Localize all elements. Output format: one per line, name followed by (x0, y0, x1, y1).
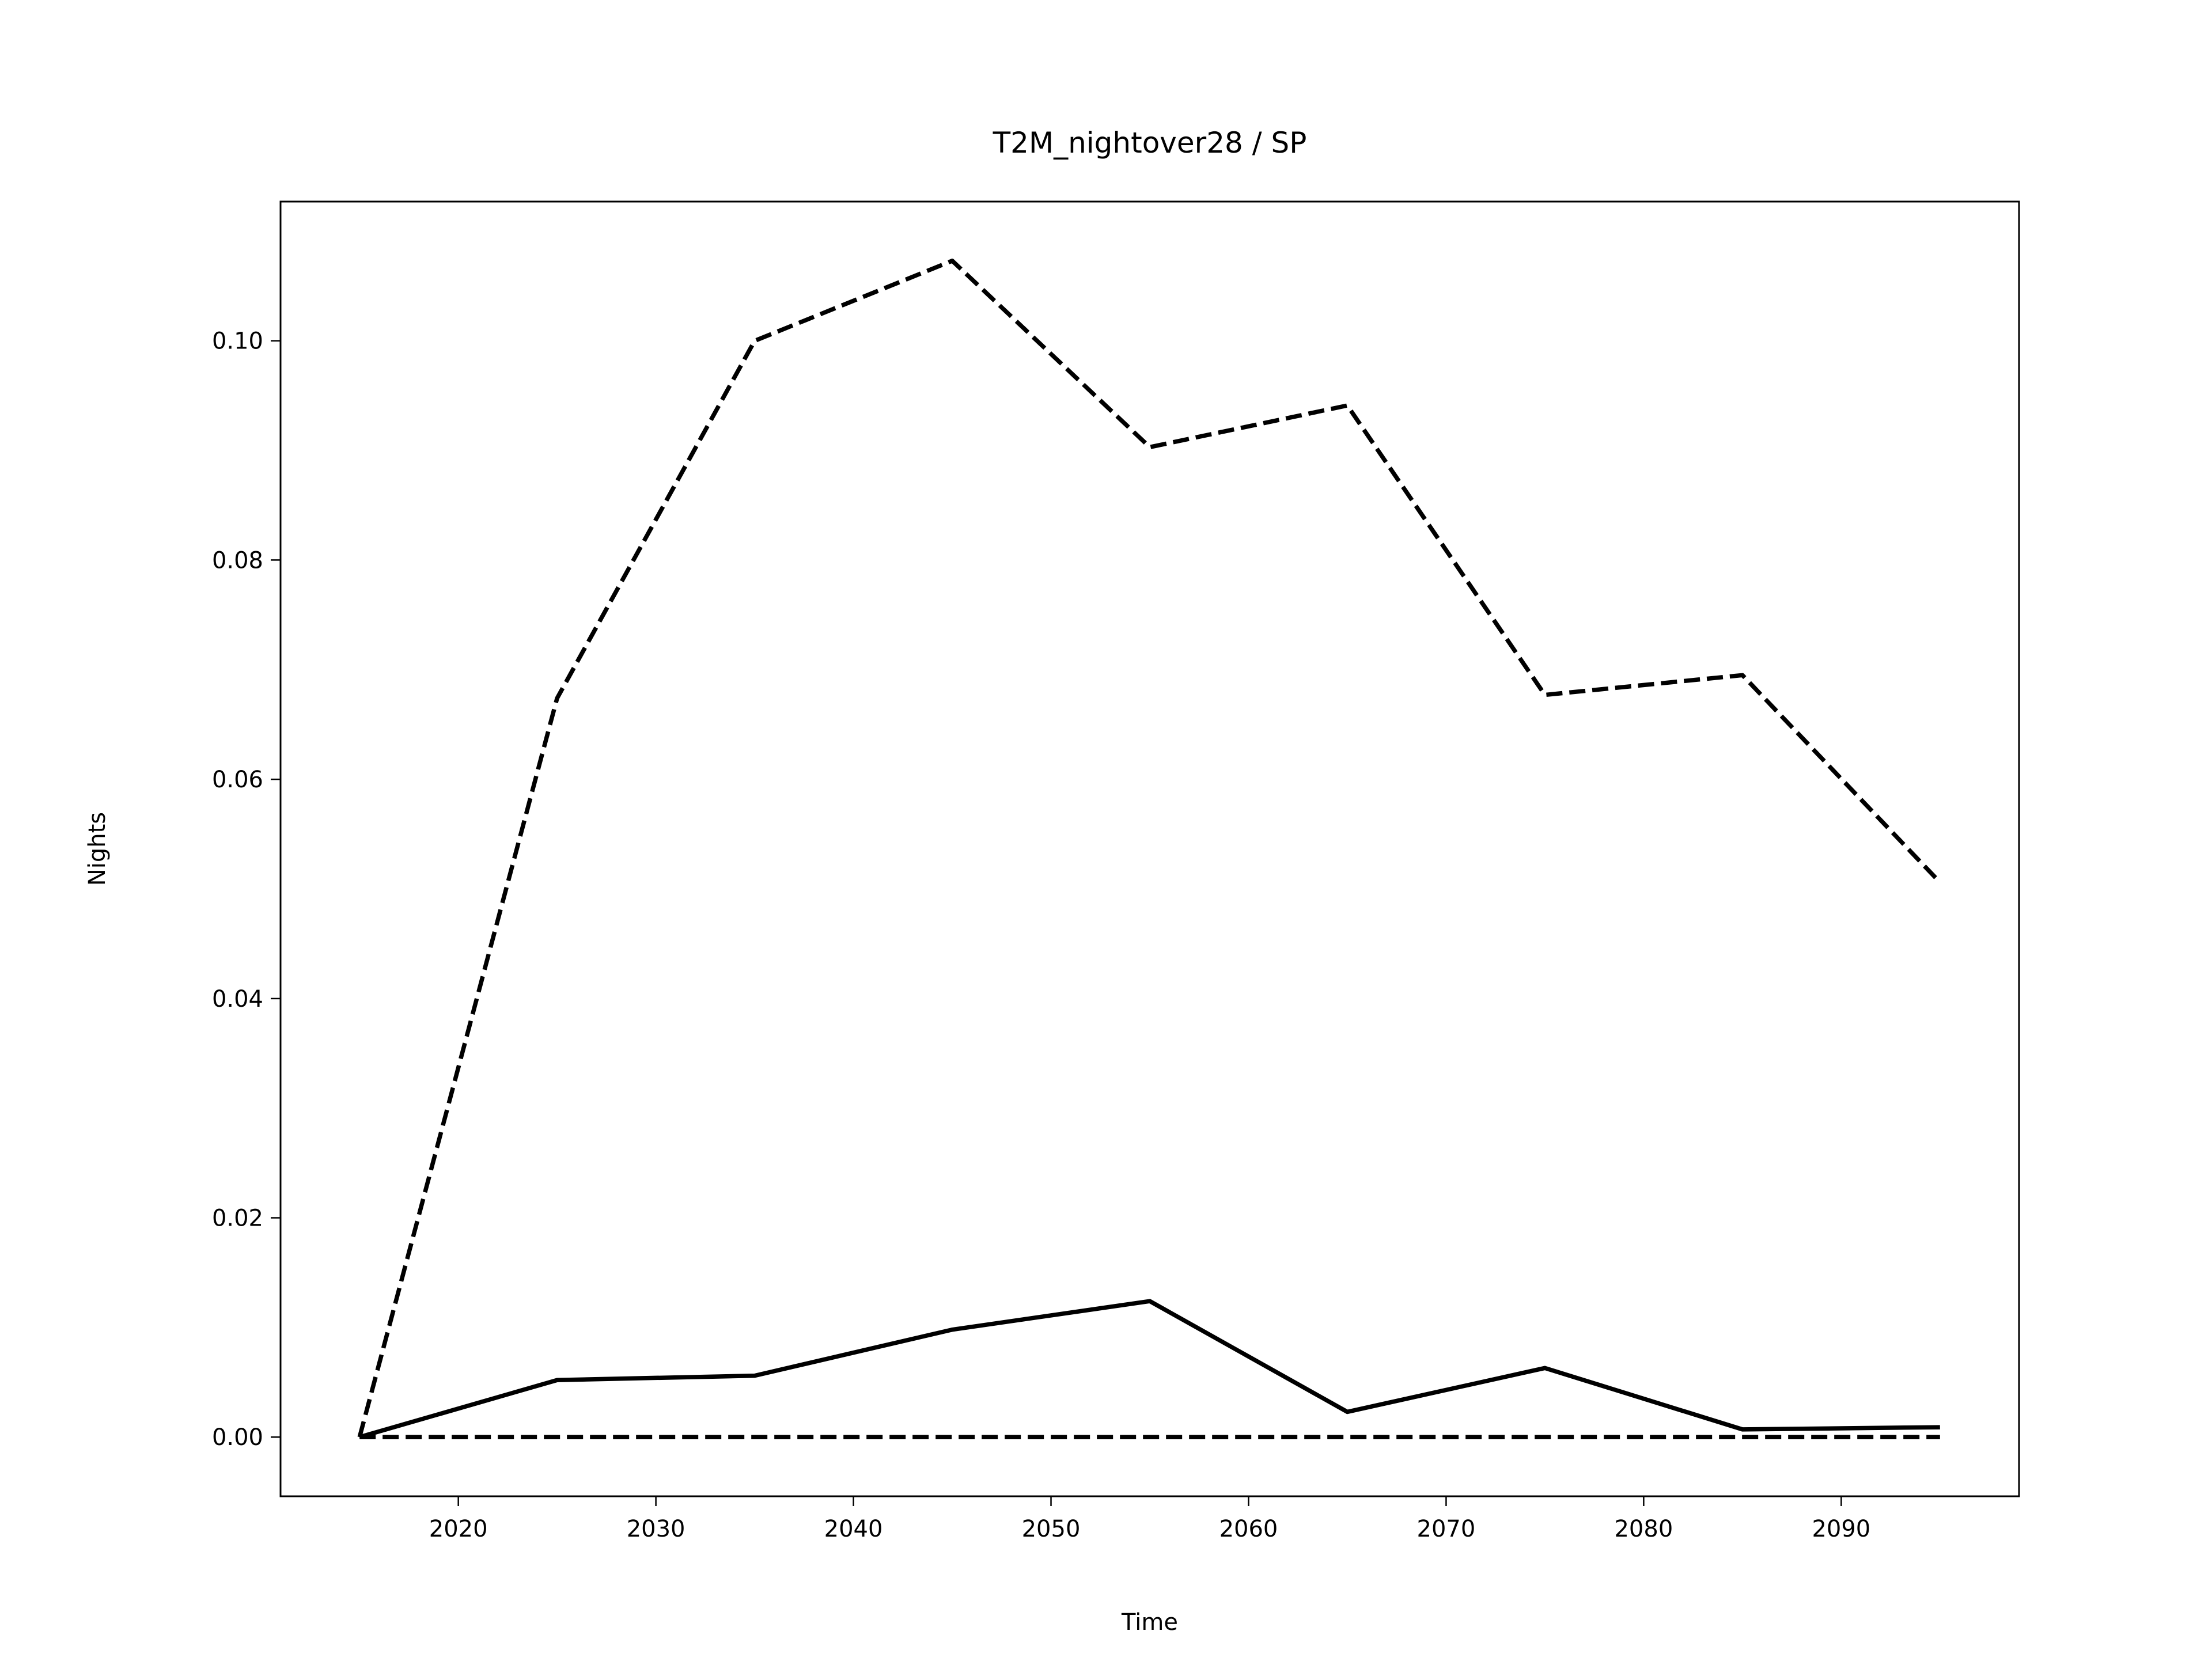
line-series (359, 1299, 1940, 1439)
plot-frame (279, 200, 2020, 1497)
x-tick-label: 2050 (1022, 1516, 1081, 1542)
y-tick-label: 0.04 (212, 986, 263, 1012)
y-tick-label: 0.08 (212, 547, 263, 574)
x-tick-label: 2060 (1219, 1516, 1278, 1542)
y-tick-label: 0.00 (212, 1424, 263, 1451)
y-tick-label: 0.10 (212, 328, 263, 355)
y-axis-label: Nights (84, 812, 111, 886)
x-tick-label: 2030 (627, 1516, 685, 1542)
x-tick-label: 2020 (429, 1516, 488, 1542)
y-tick-label: 0.06 (212, 767, 263, 793)
y-tick-label: 0.02 (212, 1205, 263, 1232)
chart-title: T2M_nightover28 / SP (993, 126, 1307, 160)
x-tick-label: 2070 (1417, 1516, 1476, 1542)
x-tick-label: 2080 (1614, 1516, 1673, 1542)
x-tick-label: 2040 (824, 1516, 883, 1542)
x-tick-label: 2090 (1812, 1516, 1870, 1542)
x-axis-label: Time (1121, 1609, 1178, 1636)
line-series (357, 259, 1942, 1438)
